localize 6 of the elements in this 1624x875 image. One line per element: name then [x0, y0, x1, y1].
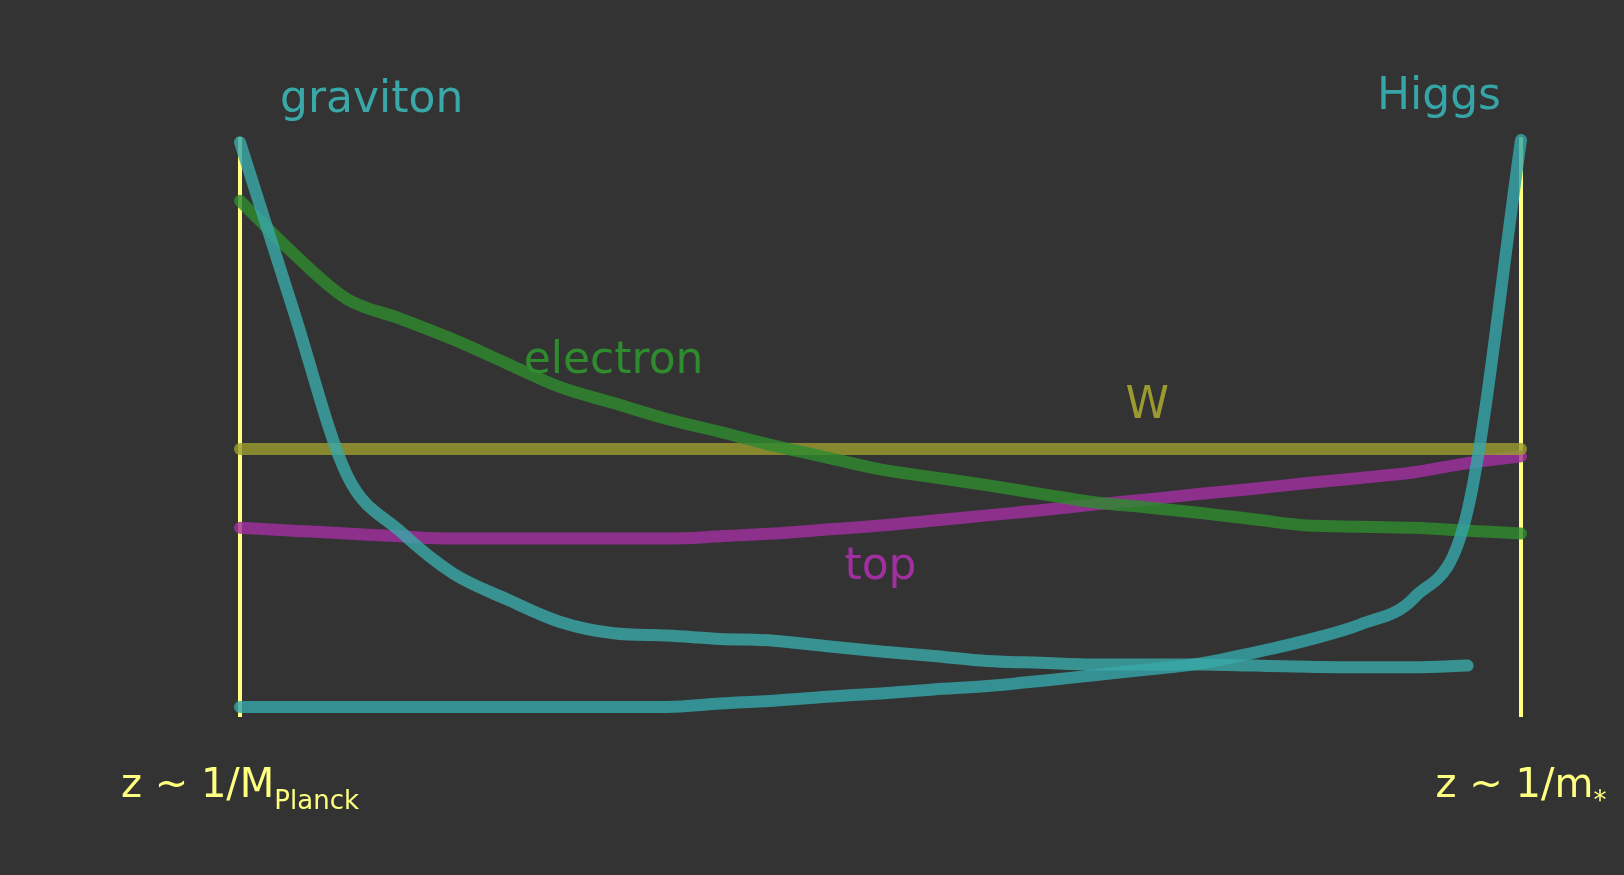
x-tick-label: z ~ 1/m*: [1435, 760, 1607, 815]
series-label: Higgs: [1376, 68, 1501, 120]
series-label: graviton: [280, 70, 464, 122]
series-label: electron: [523, 331, 704, 383]
series-label: top: [844, 538, 917, 589]
series-label: W: [1125, 377, 1170, 429]
